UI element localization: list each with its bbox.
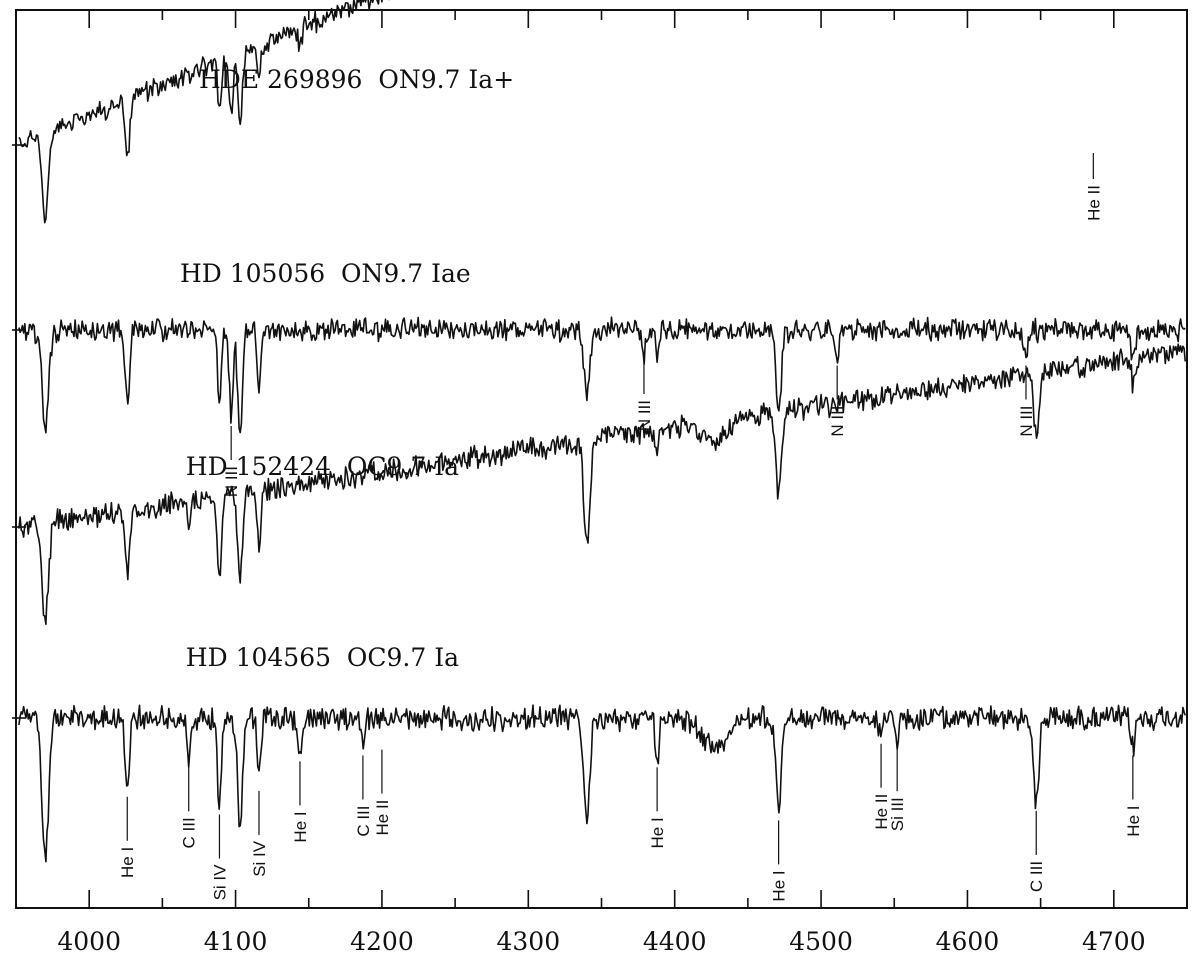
spectrum-title: HD 104565 OC9.7 Ia: [186, 643, 459, 672]
spectrum-line: [18, 704, 1186, 863]
x-tick-label: 4400: [643, 927, 707, 956]
line-id-label: Si III: [888, 797, 907, 831]
line-id-label: C III: [180, 817, 199, 848]
x-tick-label: 4300: [497, 927, 561, 956]
line-id-label: C III: [1027, 861, 1046, 892]
x-tick-label: 4200: [350, 927, 414, 956]
line-id-label: He I: [291, 811, 310, 842]
line-id-label: He II: [872, 794, 891, 830]
spectrum-line: [18, 316, 1186, 434]
spectrum-4: HD 104565 OC9.7 Ia He I C III Si IV Si IV He …: [12, 643, 1186, 902]
line-id-label: He I: [1124, 806, 1143, 837]
spectrum-line: [18, 0, 390, 224]
x-tick-label: 4500: [789, 927, 853, 956]
spectrum-1: HDE 269896 ON9.7 Ia+ He II: [12, 0, 1103, 224]
spectrum-line: [18, 343, 1186, 626]
x-tick-label: 4700: [1082, 927, 1146, 956]
spectrum-title: HD 105056 ON9.7 Iae: [180, 259, 471, 288]
line-id-label: He II: [373, 800, 392, 836]
line-id-label: N III: [828, 406, 847, 437]
line-id-label: He I: [118, 847, 137, 878]
spectrum-3: HD 152424 OC9.7 Ia: [12, 343, 1186, 626]
spectra: HDE 269896 ON9.7 Ia+ He II HD 105056 ON9.7…: [12, 0, 1186, 902]
x-tick-label: 4100: [204, 927, 268, 956]
line-id-label: He II: [1084, 185, 1103, 221]
line-id-label: He I: [770, 870, 789, 901]
x-axis: 4000 4100 4200 4300 4400 4500 4600 4700: [15, 10, 1188, 956]
x-tick-label: 4600: [936, 927, 1000, 956]
spectrum-title: HDE 269896 ON9.7 Ia+: [199, 65, 514, 94]
line-id-label: C III: [354, 806, 373, 837]
line-id-label: Si IV: [210, 864, 229, 901]
line-id-label: Si IV: [250, 840, 269, 877]
line-id-label: He I: [648, 817, 667, 848]
line-id-label: N III: [1017, 406, 1036, 437]
x-tick-label: 4000: [57, 927, 121, 956]
spectrum-title: HD 152424 OC9.7 Ia: [186, 452, 459, 481]
line-id-label: N III: [635, 400, 654, 431]
